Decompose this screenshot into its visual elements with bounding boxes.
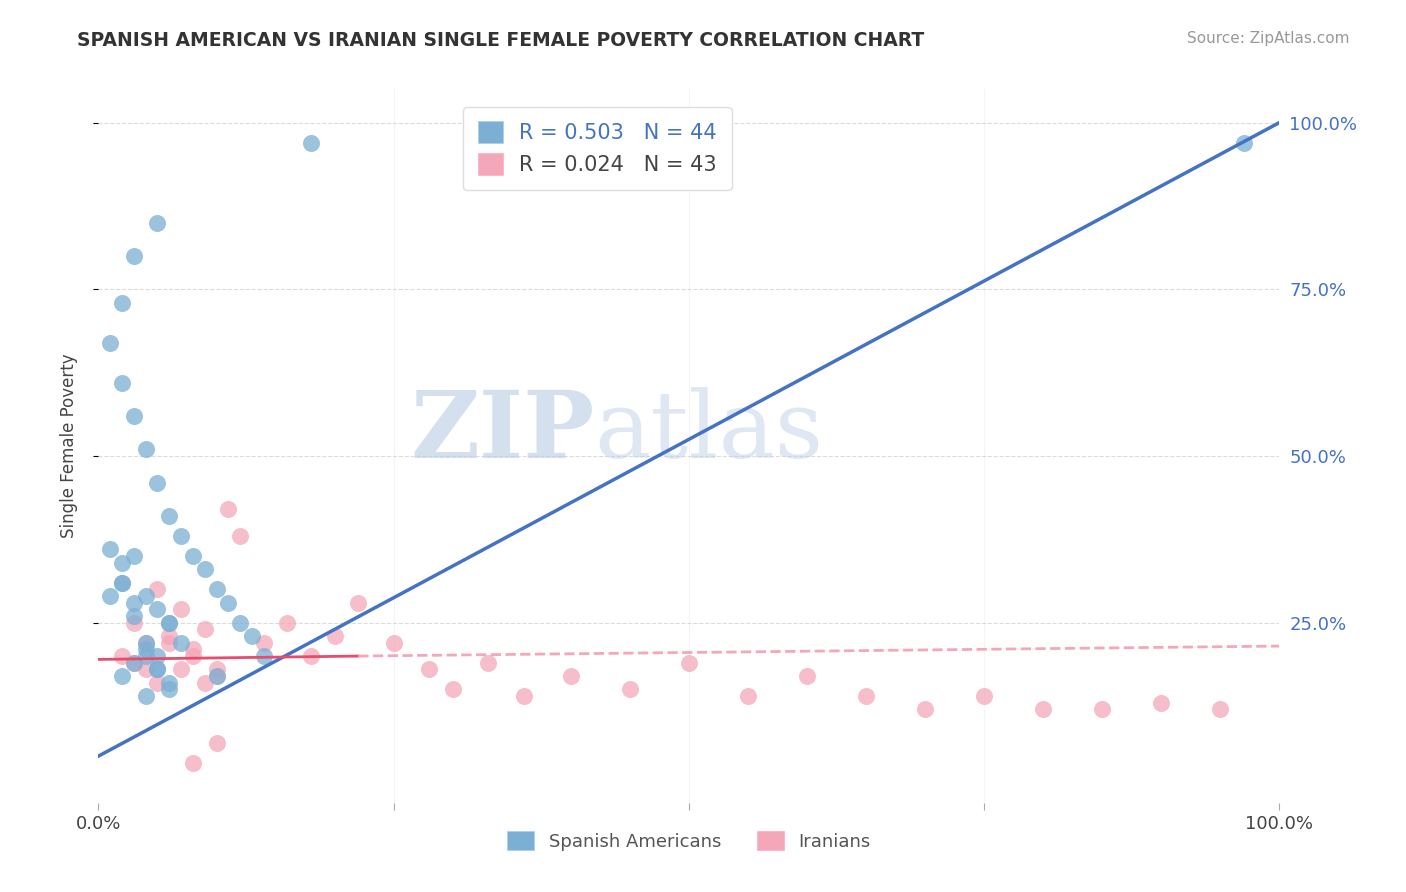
Point — [122, 549, 145, 563]
Point — [276, 615, 298, 630]
Point — [181, 649, 204, 664]
Text: atlas: atlas — [595, 387, 824, 476]
Point — [418, 662, 440, 676]
Point — [441, 682, 464, 697]
Point — [111, 376, 134, 390]
Point — [1233, 136, 1256, 150]
Point — [347, 596, 370, 610]
Point — [194, 675, 217, 690]
Point — [122, 656, 145, 670]
Text: ZIP: ZIP — [411, 387, 595, 476]
Point — [323, 629, 346, 643]
Text: SPANISH AMERICAN VS IRANIAN SINGLE FEMALE POVERTY CORRELATION CHART: SPANISH AMERICAN VS IRANIAN SINGLE FEMAL… — [77, 31, 925, 50]
Point — [253, 636, 276, 650]
Point — [477, 656, 499, 670]
Point — [737, 689, 759, 703]
Point — [135, 589, 157, 603]
Point — [170, 602, 193, 616]
Point — [98, 335, 121, 350]
Point — [619, 682, 641, 697]
Point — [122, 615, 145, 630]
Point — [135, 442, 157, 457]
Point — [181, 756, 204, 770]
Point — [146, 662, 169, 676]
Point — [194, 623, 217, 637]
Point — [1032, 702, 1054, 716]
Point — [135, 636, 157, 650]
Point — [170, 662, 193, 676]
Point — [111, 556, 134, 570]
Point — [146, 662, 169, 676]
Point — [181, 549, 204, 563]
Point — [1091, 702, 1114, 716]
Point — [299, 136, 322, 150]
Point — [229, 529, 252, 543]
Point — [111, 575, 134, 590]
Point — [122, 249, 145, 263]
Point — [157, 682, 180, 697]
Point — [122, 656, 145, 670]
Point — [1150, 696, 1173, 710]
Point — [111, 575, 134, 590]
Point — [217, 502, 239, 516]
Point — [205, 669, 228, 683]
Point — [973, 689, 995, 703]
Point — [181, 642, 204, 657]
Point — [146, 216, 169, 230]
Point — [382, 636, 405, 650]
Point — [122, 596, 145, 610]
Point — [205, 662, 228, 676]
Point — [111, 649, 134, 664]
Point — [135, 636, 157, 650]
Point — [111, 295, 134, 310]
Point — [146, 582, 169, 597]
Text: Source: ZipAtlas.com: Source: ZipAtlas.com — [1187, 31, 1350, 46]
Point — [205, 582, 228, 597]
Point — [170, 529, 193, 543]
Point — [205, 669, 228, 683]
Point — [678, 656, 700, 670]
Point — [157, 615, 180, 630]
Point — [157, 636, 180, 650]
Point — [217, 596, 239, 610]
Point — [855, 689, 877, 703]
Point — [98, 589, 121, 603]
Point — [98, 542, 121, 557]
Point — [194, 562, 217, 576]
Point — [253, 649, 276, 664]
Point — [560, 669, 582, 683]
Point — [205, 736, 228, 750]
Y-axis label: Single Female Poverty: Single Female Poverty — [59, 354, 77, 538]
Point — [135, 642, 157, 657]
Point — [146, 602, 169, 616]
Point — [122, 409, 145, 423]
Point — [157, 675, 180, 690]
Point — [796, 669, 818, 683]
Point — [914, 702, 936, 716]
Point — [299, 649, 322, 664]
Legend: Spanish Americans, Iranians: Spanish Americans, Iranians — [499, 824, 879, 858]
Point — [146, 475, 169, 490]
Point — [1209, 702, 1232, 716]
Point — [135, 689, 157, 703]
Point — [111, 669, 134, 683]
Point — [135, 662, 157, 676]
Point — [157, 615, 180, 630]
Point — [157, 629, 180, 643]
Point — [170, 636, 193, 650]
Point — [157, 509, 180, 524]
Point — [229, 615, 252, 630]
Point — [122, 609, 145, 624]
Point — [240, 629, 263, 643]
Point — [146, 649, 169, 664]
Point — [146, 675, 169, 690]
Point — [135, 649, 157, 664]
Point — [512, 689, 534, 703]
